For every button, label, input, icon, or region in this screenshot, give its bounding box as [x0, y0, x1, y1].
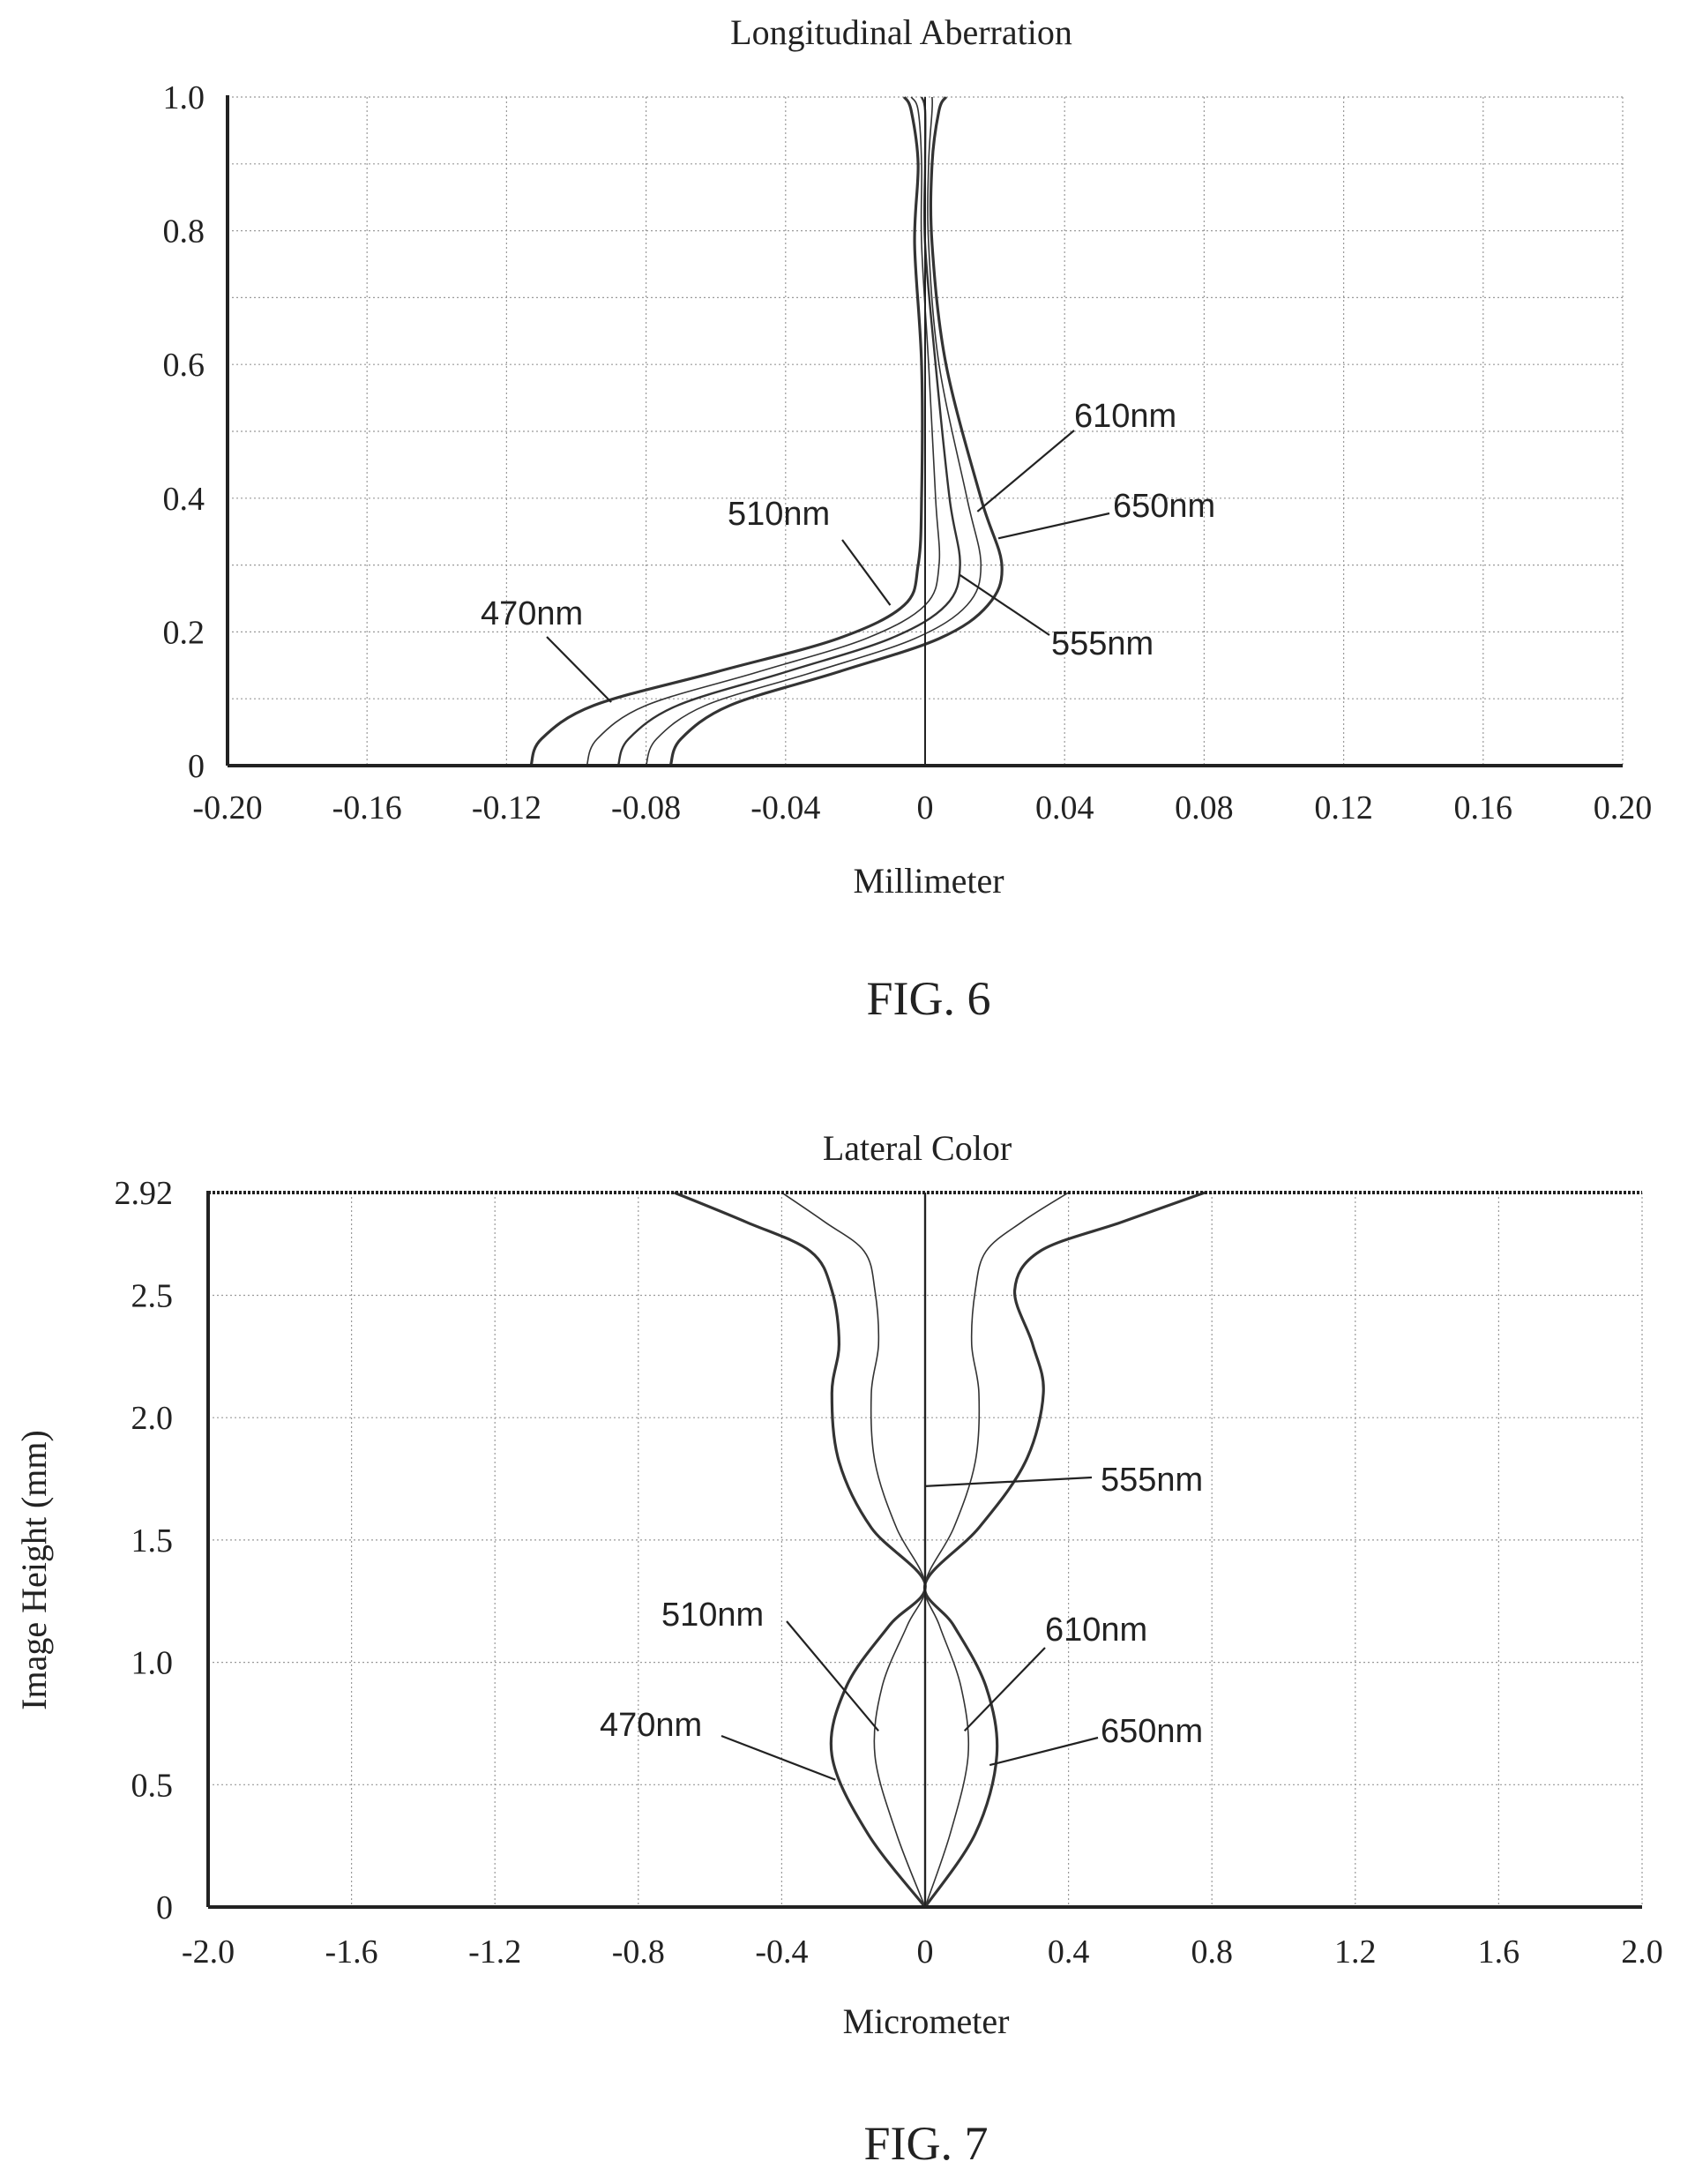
label-leaders: 470nm 510nm 555nm 610nm 650nm	[600, 1462, 1203, 1781]
y-tick-label: 2.5	[131, 1278, 174, 1315]
series-line-610nm	[923, 1192, 1070, 1908]
series-line-650nm	[668, 96, 1004, 767]
series-label-555nm: 555nm	[1101, 1462, 1203, 1499]
x-tick-label: -0.04	[750, 789, 820, 826]
series-line-510nm	[586, 96, 941, 767]
x-tick-label: -1.2	[468, 1933, 521, 1971]
figure-caption: FIG. 7	[863, 2117, 988, 2170]
x-tick-label: 2.0	[1621, 1933, 1663, 1971]
y-tick-label: 0.8	[163, 213, 205, 251]
axes	[206, 1191, 1642, 1909]
x-tick-label: 0	[917, 789, 934, 826]
series-label-555nm: 555nm	[1051, 625, 1154, 662]
leader-line-610nm	[976, 430, 1075, 512]
x-tick-label: -0.4	[755, 1933, 808, 1971]
series-line-650nm	[922, 1191, 1206, 1908]
series-label-650nm: 650nm	[1113, 488, 1215, 525]
y-tick-labels: 0 0.5 1.0 1.5 2.0 2.5 2.92	[115, 1175, 174, 1926]
x-tick-label: 0.20	[1594, 789, 1653, 826]
label-leaders: 470nm 510nm 555nm 610nm 650nm	[481, 398, 1215, 703]
leader-line-555nm	[924, 1476, 1093, 1487]
leader-line-610nm	[963, 1647, 1046, 1732]
y-tick-label: 0.4	[163, 481, 205, 518]
y-tick-label: 1.0	[163, 79, 205, 116]
series-line-610nm	[645, 96, 982, 767]
series-label-510nm: 510nm	[728, 496, 830, 533]
x-tick-label: 0.4	[1048, 1933, 1090, 1971]
x-tick-label: 0.12	[1314, 789, 1373, 826]
lateral-color-curves	[673, 1191, 1206, 1908]
x-tick-label: 0.08	[1175, 789, 1234, 826]
y-tick-label: 2.92	[115, 1175, 174, 1212]
lateral-color-chart: Lateral Color -2.0 -1.6 -1.2 -0.8 -0.4 0 0.4 0.…	[14, 1128, 1663, 2170]
x-tick-label: 1.6	[1478, 1933, 1520, 1971]
x-tick-label: 1.2	[1334, 1933, 1377, 1971]
series-label-470nm: 470nm	[481, 595, 583, 632]
y-tick-labels: 0 0.2 0.4 0.6 0.8 1.0	[163, 79, 205, 785]
y-tick-label: 0.5	[131, 1767, 174, 1804]
y-tick-label: 2.0	[131, 1400, 174, 1437]
y-tick-label: 0.2	[163, 614, 205, 651]
x-tick-label: 0.16	[1454, 789, 1513, 826]
x-axis-label: Micrometer	[843, 2001, 1010, 2041]
y-tick-label: 1.0	[131, 1645, 174, 1682]
x-tick-label: 0.04	[1035, 789, 1094, 826]
series-line-470nm	[673, 1191, 927, 1908]
x-tick-label: -0.12	[472, 789, 541, 826]
y-tick-label: 0	[188, 748, 205, 785]
series-line-510nm	[780, 1192, 926, 1908]
longitudinal-aberration-chart: Longitudinal Aberration -0.20 -0.16 -0.12-…	[163, 12, 1653, 1025]
leader-line-650nm	[989, 1736, 1099, 1767]
figure-caption: FIG. 6	[866, 972, 990, 1025]
leader-line-470nm	[721, 1734, 836, 1781]
leader-line-510nm	[786, 1620, 879, 1731]
x-tick-labels: -2.0 -1.6 -1.2 -0.8 -0.4 0 0.4 0.8 1.2 1.6 2.0	[182, 1933, 1663, 1971]
x-tick-labels: -0.20 -0.16 -0.12 -0.08 -0.04 0 0.04 0.08 0.12 0.…	[192, 789, 1652, 826]
series-label-470nm: 470nm	[600, 1707, 702, 1744]
x-tick-label: -0.8	[612, 1933, 665, 1971]
x-tick-label: 0.8	[1191, 1933, 1233, 1971]
x-tick-label: 0	[917, 1933, 934, 1971]
leader-line-650nm	[997, 512, 1110, 540]
leader-line-470nm	[546, 636, 612, 703]
y-tick-label: 0	[156, 1889, 173, 1926]
y-tick-label: 0.6	[163, 347, 205, 384]
leader-line-555nm	[959, 574, 1050, 636]
chart-title: Longitudinal Aberration	[730, 12, 1072, 52]
y-tick-label: 1.5	[131, 1522, 174, 1559]
x-tick-label: -0.20	[192, 789, 262, 826]
axes	[226, 95, 1623, 767]
series-label-510nm: 510nm	[661, 1597, 764, 1634]
series-label-610nm: 610nm	[1074, 398, 1176, 435]
x-tick-label: -2.0	[182, 1933, 235, 1971]
x-axis-label: Millimeter	[853, 861, 1004, 901]
x-tick-label: -0.16	[332, 789, 402, 826]
chart-title: Lateral Color	[823, 1128, 1012, 1168]
x-tick-label: -0.08	[611, 789, 681, 826]
leader-line-510nm	[841, 539, 892, 606]
y-axis-label: Image Height (mm)	[14, 1430, 54, 1710]
x-tick-label: -1.6	[325, 1933, 378, 1971]
series-label-610nm: 610nm	[1045, 1612, 1147, 1649]
series-label-650nm: 650nm	[1101, 1713, 1203, 1750]
